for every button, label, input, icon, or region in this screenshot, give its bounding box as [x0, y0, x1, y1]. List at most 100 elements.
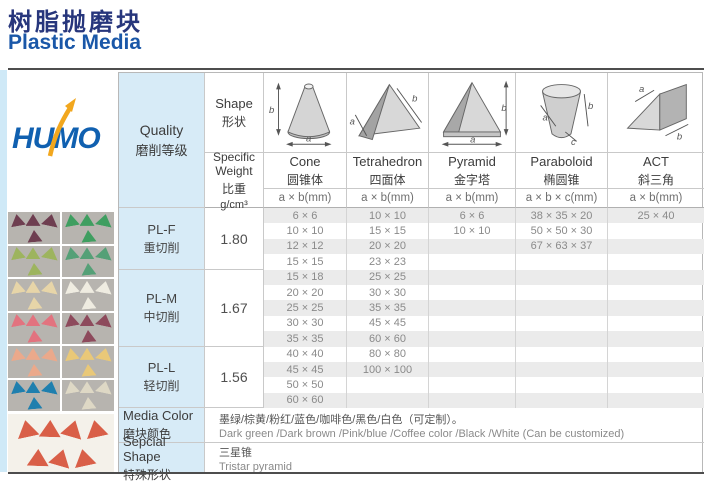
- tetrahedron-name-en: Tetrahedron: [352, 153, 423, 169]
- red-tetrahedron-photo: [8, 414, 114, 472]
- size-row: 45 × 45 100 × 100: [264, 361, 704, 378]
- size-row: 12 × 12 20 × 20 67 × 63 × 37: [264, 238, 704, 255]
- quality-label-en: Quality: [139, 121, 184, 138]
- media-shape-icon: [71, 447, 96, 468]
- media-shape-icon: [26, 262, 42, 275]
- size-cell: [429, 269, 516, 285]
- act-name-zh: 斜三角: [637, 172, 674, 187]
- pyramid-dim-cell: a × b(mm): [429, 189, 516, 208]
- media-shape-icon: [94, 212, 113, 227]
- tetrahedron-name-zh: 四面体: [369, 172, 406, 187]
- size-cell: 15 × 15: [347, 223, 429, 239]
- media-color-value-en: Dark green /Dark brown /Pink/blue /Coffe…: [219, 427, 625, 440]
- media-shape-icon: [60, 417, 86, 439]
- media-shape-icon: [26, 329, 42, 342]
- cone-icon: b a: [269, 82, 332, 147]
- size-cell: 80 × 80: [347, 346, 429, 362]
- quality-group-pll: PL-L 轻切削: [119, 347, 205, 408]
- cone-dim-cell: a × b(mm): [264, 189, 347, 208]
- size-cell: 20 × 20: [347, 238, 429, 255]
- cone-name-en: Cone: [289, 153, 321, 169]
- size-cell: 100 × 100: [347, 361, 429, 378]
- media-shape-icon: [80, 396, 96, 409]
- special-shape-label-zh: 特殊形状: [123, 467, 172, 482]
- spec-weight-plm: 1.67: [205, 270, 264, 347]
- svg-text:b: b: [501, 103, 506, 114]
- svg-text:b: b: [677, 131, 682, 142]
- media-shape-icon: [79, 314, 95, 327]
- size-cell: [429, 284, 516, 301]
- size-cell: 25 × 25: [347, 269, 429, 285]
- teal-green-pyramids-photo: [62, 245, 114, 277]
- svg-text:a: a: [350, 116, 355, 127]
- special-shape-value-cell: 三星锥 Tristar pyramid: [205, 443, 704, 473]
- media-shape-icon: [26, 296, 42, 309]
- size-row: 10 × 10 15 × 15 10 × 10 50 × 50 × 30: [264, 223, 704, 239]
- media-shape-icon: [26, 229, 42, 242]
- svg-text:a: a: [543, 112, 548, 123]
- size-cell: [516, 254, 608, 270]
- size-row: 15 × 15 23 × 23: [264, 254, 704, 270]
- svg-text:b: b: [588, 101, 593, 112]
- size-cell: [608, 393, 704, 408]
- size-cell: 10 × 10: [429, 223, 516, 239]
- shape-header-cell: Shape 形状: [205, 73, 264, 153]
- size-cell: [347, 392, 429, 409]
- size-row: 25 × 25 35 × 35: [264, 300, 704, 316]
- media-color-value-zh: 墨绿/棕黄/粉红/蓝色/咖啡色/黑色/白色（可定制）。: [219, 413, 463, 426]
- media-shape-icon: [94, 313, 113, 328]
- size-cell: [608, 300, 704, 315]
- media-shape-icon: [63, 380, 80, 394]
- quality-group-plm: PL-M 中切削: [119, 270, 205, 347]
- size-row: 15 × 18 25 × 25: [264, 269, 704, 285]
- size-cell: 38 × 35 × 20: [516, 208, 608, 224]
- size-cell: 12 × 12: [264, 238, 347, 255]
- cream-cones-photo: [8, 279, 60, 311]
- spec-weight-en2: Weight: [215, 163, 253, 178]
- pyramid-dim-label: a × b(mm): [445, 192, 499, 204]
- act-name-en: ACT: [643, 153, 669, 169]
- media-shape-icon: [25, 213, 41, 226]
- media-shape-icon: [25, 314, 41, 327]
- photo-grid: [8, 212, 114, 411]
- size-row: 40 × 40 80 × 80: [264, 346, 704, 362]
- quality-group-plf: PL-F 重切削: [119, 208, 205, 270]
- special-shape-value-en: Tristar pyramid: [219, 460, 292, 473]
- tetrahedron-icon: a b: [350, 83, 422, 140]
- media-shape-icon: [40, 313, 59, 328]
- size-cell: 40 × 40: [264, 346, 347, 362]
- yellow-cones-photo: [62, 346, 114, 378]
- media-shape-icon: [9, 313, 26, 327]
- paraboloid-dim-label: a × b × c(mm): [525, 192, 598, 204]
- page-title-chinese: 树脂抛磨块: [8, 9, 143, 36]
- svg-text:b: b: [269, 105, 274, 116]
- media-shape-icon: [14, 418, 39, 439]
- size-cell: [516, 315, 608, 332]
- size-cell: [429, 238, 516, 255]
- size-cell: [608, 254, 704, 269]
- spec-weight-pll-value: 1.56: [220, 369, 248, 385]
- grade-plf-zh: 重切削: [143, 240, 180, 255]
- media-shape-icon: [94, 380, 113, 395]
- spec-weight-en: Specific: [212, 149, 256, 164]
- size-cell: 23 × 23: [347, 254, 429, 270]
- size-cell: 15 × 18: [264, 269, 347, 285]
- svg-text:b: b: [412, 93, 417, 104]
- media-shape-icon: [27, 449, 50, 467]
- media-shape-icon: [80, 329, 96, 342]
- tetrahedron-dim-label: a × b(mm): [361, 192, 414, 204]
- size-cell: [516, 392, 608, 409]
- act-dim-label: a × b(mm): [629, 192, 683, 204]
- act-dim-cell: a × b(mm): [608, 189, 704, 208]
- pyramid-icon-cell: b a: [429, 73, 516, 153]
- teal-blue-cones-photo: [8, 379, 60, 411]
- grade-pll-zh: 轻切削: [143, 379, 180, 393]
- size-cell: [516, 377, 608, 393]
- spec-weight-pll: 1.56: [205, 347, 264, 408]
- media-shape-icon: [26, 363, 42, 376]
- paraboloid-name-cell: Paraboloid 椭圆锥: [516, 153, 608, 189]
- media-shape-icon: [38, 420, 61, 438]
- act-icon-cell: a b: [608, 73, 704, 153]
- size-cell: [516, 346, 608, 362]
- media-shape-icon: [79, 381, 95, 394]
